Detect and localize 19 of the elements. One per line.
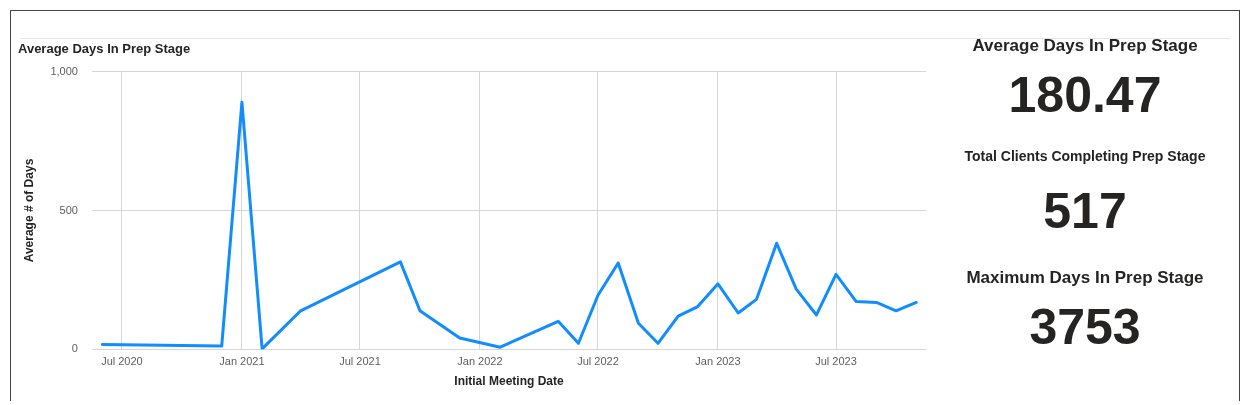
x-tick-label: Jul 2023 [815,355,857,368]
text: Average Days In Prep Stage [971,36,1199,56]
x-tick-label: Jul 2022 [577,355,619,368]
y-tick-label: 1,000 [50,64,78,77]
x-tick-label: Jul 2021 [339,355,381,368]
x-tick-label: Jan 2023 [695,355,741,368]
x-tick-label: Jan 2022 [457,355,503,368]
x-tick-label: Jan 2021 [219,355,265,368]
y-tick-label: 0 [71,342,78,355]
text: Maximum Days In Prep Stage [965,268,1205,288]
y-tick-label: 500 [59,203,78,216]
text: 3753 [1028,299,1142,355]
y-axis-title: Average # of Days [21,158,36,263]
text: 180.47 [1007,67,1163,123]
text: 517 [1042,183,1128,239]
chart-title: Average Days In Prep Stage [18,41,191,57]
x-tick-label: Jul 2020 [101,355,143,368]
x-axis-title: Initial Meeting Date [454,374,564,389]
text: Total Clients Completing Prep Stage [963,148,1207,164]
